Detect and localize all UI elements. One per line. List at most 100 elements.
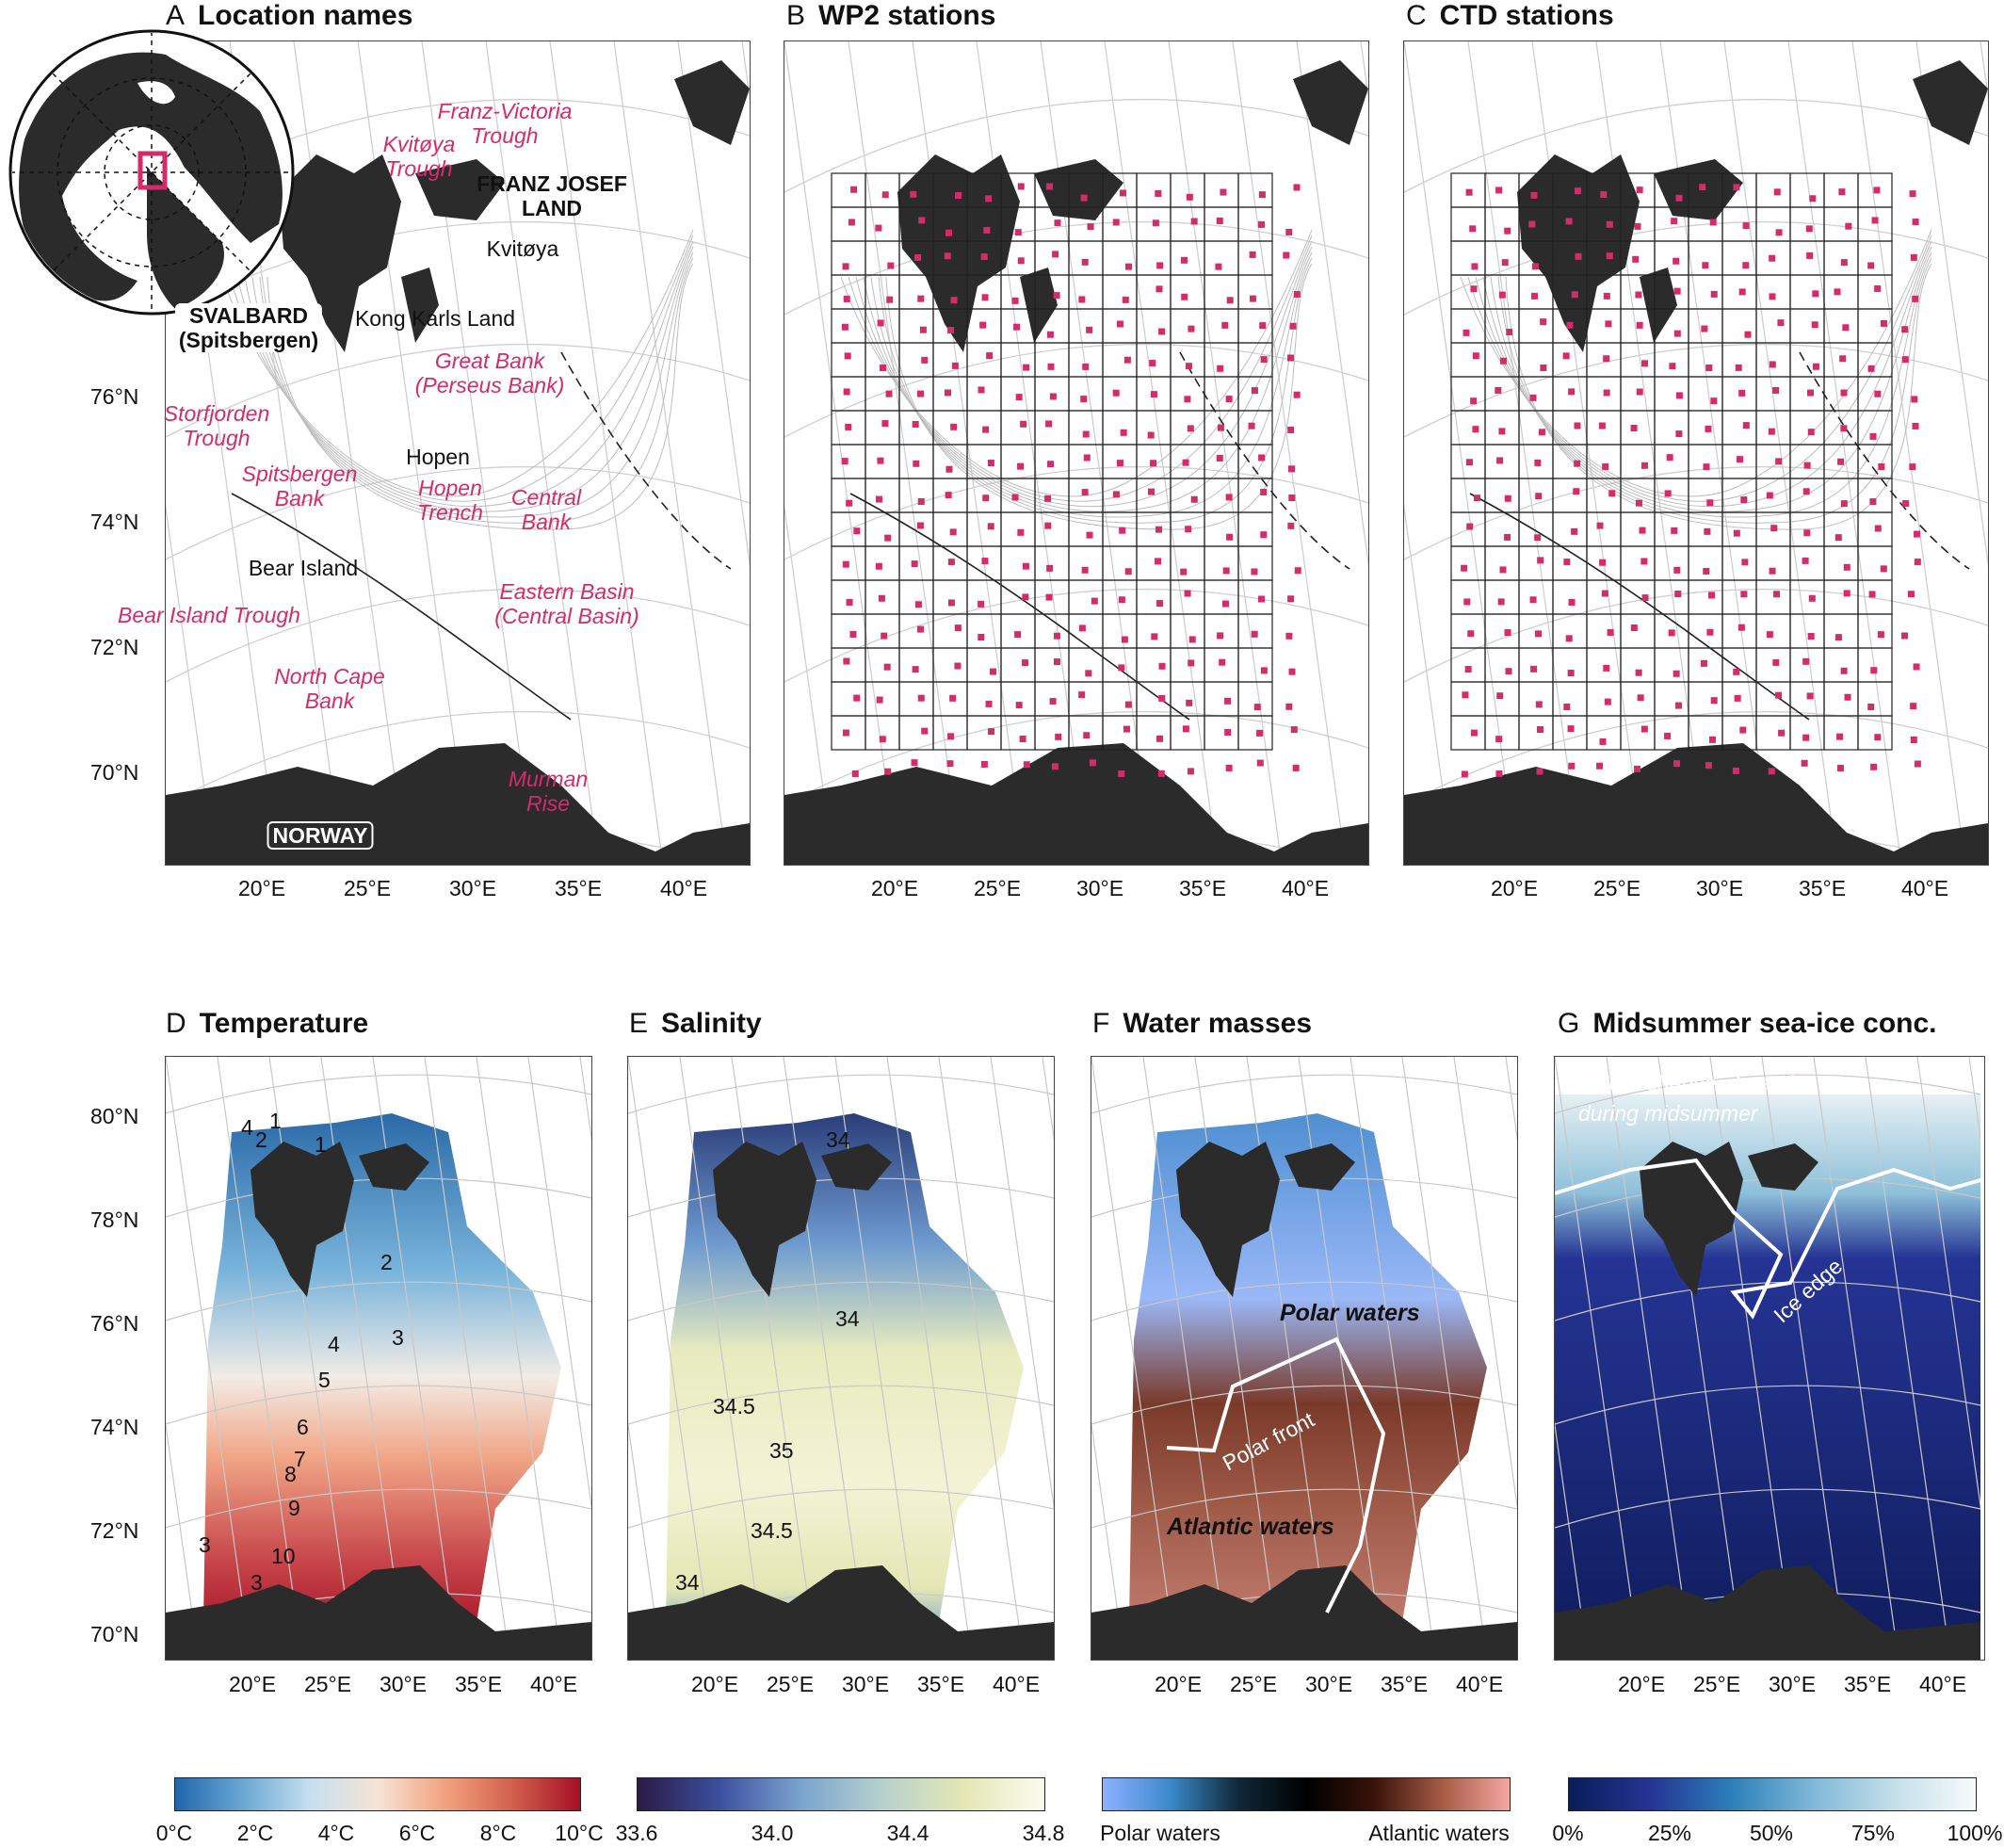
parallel-line bbox=[1091, 1385, 1517, 1425]
station-cross bbox=[1566, 321, 1574, 329]
station-cross bbox=[1635, 291, 1642, 299]
station-cross bbox=[1840, 389, 1848, 397]
temperature-isoline-label: 2 bbox=[255, 1127, 267, 1152]
station-cross bbox=[1504, 533, 1511, 541]
station-cross bbox=[1147, 431, 1155, 439]
station-cross bbox=[1190, 218, 1198, 225]
station-cross bbox=[1540, 365, 1547, 372]
station-cross bbox=[1156, 735, 1163, 742]
grid-cell bbox=[1755, 172, 1791, 208]
station-cross bbox=[1914, 530, 1921, 538]
parallel-line bbox=[166, 465, 750, 560]
station-cross bbox=[1671, 218, 1678, 225]
station-cross bbox=[1466, 523, 1474, 530]
station-cross bbox=[1834, 634, 1842, 641]
station-cross bbox=[916, 522, 924, 529]
station-cross bbox=[1912, 422, 1919, 430]
station-cross bbox=[1506, 329, 1513, 336]
grid-cell bbox=[1518, 511, 1554, 547]
station-grid bbox=[831, 172, 1273, 751]
station-cross bbox=[1802, 734, 1810, 741]
station-cross bbox=[1772, 386, 1780, 394]
station-cross bbox=[1901, 326, 1909, 333]
map-frame-c bbox=[1403, 41, 1989, 866]
station-cross bbox=[876, 696, 883, 704]
station-cross bbox=[1641, 594, 1649, 602]
station-cross bbox=[985, 195, 993, 203]
grid-cell bbox=[1136, 240, 1172, 276]
grid-cell bbox=[1204, 376, 1239, 412]
station-cross bbox=[1674, 591, 1682, 598]
label-storfjorden-trough: Storfjorden Trough bbox=[163, 401, 270, 450]
station-cross bbox=[1081, 566, 1089, 574]
station-cross bbox=[1535, 493, 1543, 500]
station-cross bbox=[1636, 321, 1643, 329]
station-cross bbox=[1699, 184, 1706, 191]
station-cross bbox=[1181, 256, 1188, 264]
station-cross bbox=[1706, 499, 1714, 507]
polar-waters-label: Polar waters bbox=[1280, 1300, 1420, 1326]
grid-cell bbox=[1721, 647, 1757, 683]
station-grid bbox=[1450, 172, 1893, 751]
station-cross bbox=[947, 559, 955, 566]
station-cross bbox=[1185, 526, 1192, 533]
station-cross bbox=[1870, 763, 1878, 770]
longitude-tick-label: 40°E bbox=[1281, 876, 1330, 900]
station-cross bbox=[883, 663, 891, 671]
grid-cell bbox=[1136, 613, 1172, 649]
meridian-line bbox=[1296, 41, 1368, 568]
longitude-tick-label: 40°E bbox=[659, 876, 708, 900]
grid-cell bbox=[1484, 206, 1520, 242]
station-cross bbox=[1022, 562, 1029, 570]
depth-contour bbox=[1505, 263, 1932, 530]
label-bear-island-trough: Bear Island Trough bbox=[118, 603, 300, 627]
station-cross bbox=[1495, 186, 1503, 194]
grid-cell bbox=[1789, 647, 1825, 683]
grid-cell bbox=[1204, 579, 1239, 615]
station-cross bbox=[843, 295, 850, 302]
grid-cell bbox=[1586, 478, 1622, 513]
station-cross bbox=[1148, 488, 1156, 495]
grid-cell bbox=[1484, 545, 1520, 581]
grid-cell bbox=[1136, 274, 1172, 310]
station-cross bbox=[1047, 461, 1055, 468]
grid-cell bbox=[1204, 613, 1239, 649]
salinity-isoline-label: 34.5 bbox=[751, 1518, 793, 1543]
basin-contour bbox=[1179, 351, 1350, 570]
station-cross bbox=[1735, 364, 1742, 371]
meridian-line bbox=[1091, 1420, 1125, 1660]
station-cross bbox=[1675, 194, 1683, 202]
parallel-line bbox=[166, 1074, 591, 1114]
svalbard-land bbox=[1640, 1142, 1743, 1297]
station-cross bbox=[917, 694, 925, 702]
panel-g-title: G Midsummer sea-ice conc. bbox=[1558, 1008, 1937, 1040]
parallel-line bbox=[1091, 1488, 1517, 1529]
grid-cell bbox=[865, 478, 900, 513]
station-cross bbox=[1188, 659, 1195, 667]
grid-cell bbox=[1484, 579, 1520, 615]
station-cross bbox=[1022, 659, 1029, 667]
latitude-tick-label: 72°N bbox=[90, 635, 139, 659]
grid-cell bbox=[1721, 342, 1757, 378]
nordaustlandet-land bbox=[1654, 159, 1743, 220]
station-cross bbox=[1185, 363, 1192, 370]
station-cross bbox=[919, 326, 927, 333]
station-cross bbox=[1256, 729, 1264, 737]
station-cross bbox=[1495, 736, 1503, 743]
grid-cell bbox=[1518, 308, 1554, 344]
label-hopen-trench: Hopen Trench bbox=[417, 476, 483, 525]
station-cross bbox=[1742, 422, 1750, 430]
station-cross bbox=[1080, 194, 1088, 202]
map-frame-g: > 50% chance of sea-ice during midsummer… bbox=[1554, 1056, 1985, 1661]
longitude-tick-label: 30°E bbox=[1075, 876, 1124, 900]
map-frame-a bbox=[165, 41, 751, 866]
station-cross bbox=[1635, 669, 1642, 676]
grid-cell bbox=[1136, 647, 1172, 683]
panel-name: CTD stations bbox=[1439, 0, 1614, 31]
grid-cell bbox=[831, 647, 866, 683]
colorbar-tick-label: 34.4 bbox=[886, 1821, 929, 1845]
station-cross bbox=[1112, 219, 1120, 226]
latitude-tick-label: 76°N bbox=[90, 1311, 139, 1336]
station-cross bbox=[1180, 568, 1188, 575]
station-cross bbox=[1256, 759, 1264, 767]
